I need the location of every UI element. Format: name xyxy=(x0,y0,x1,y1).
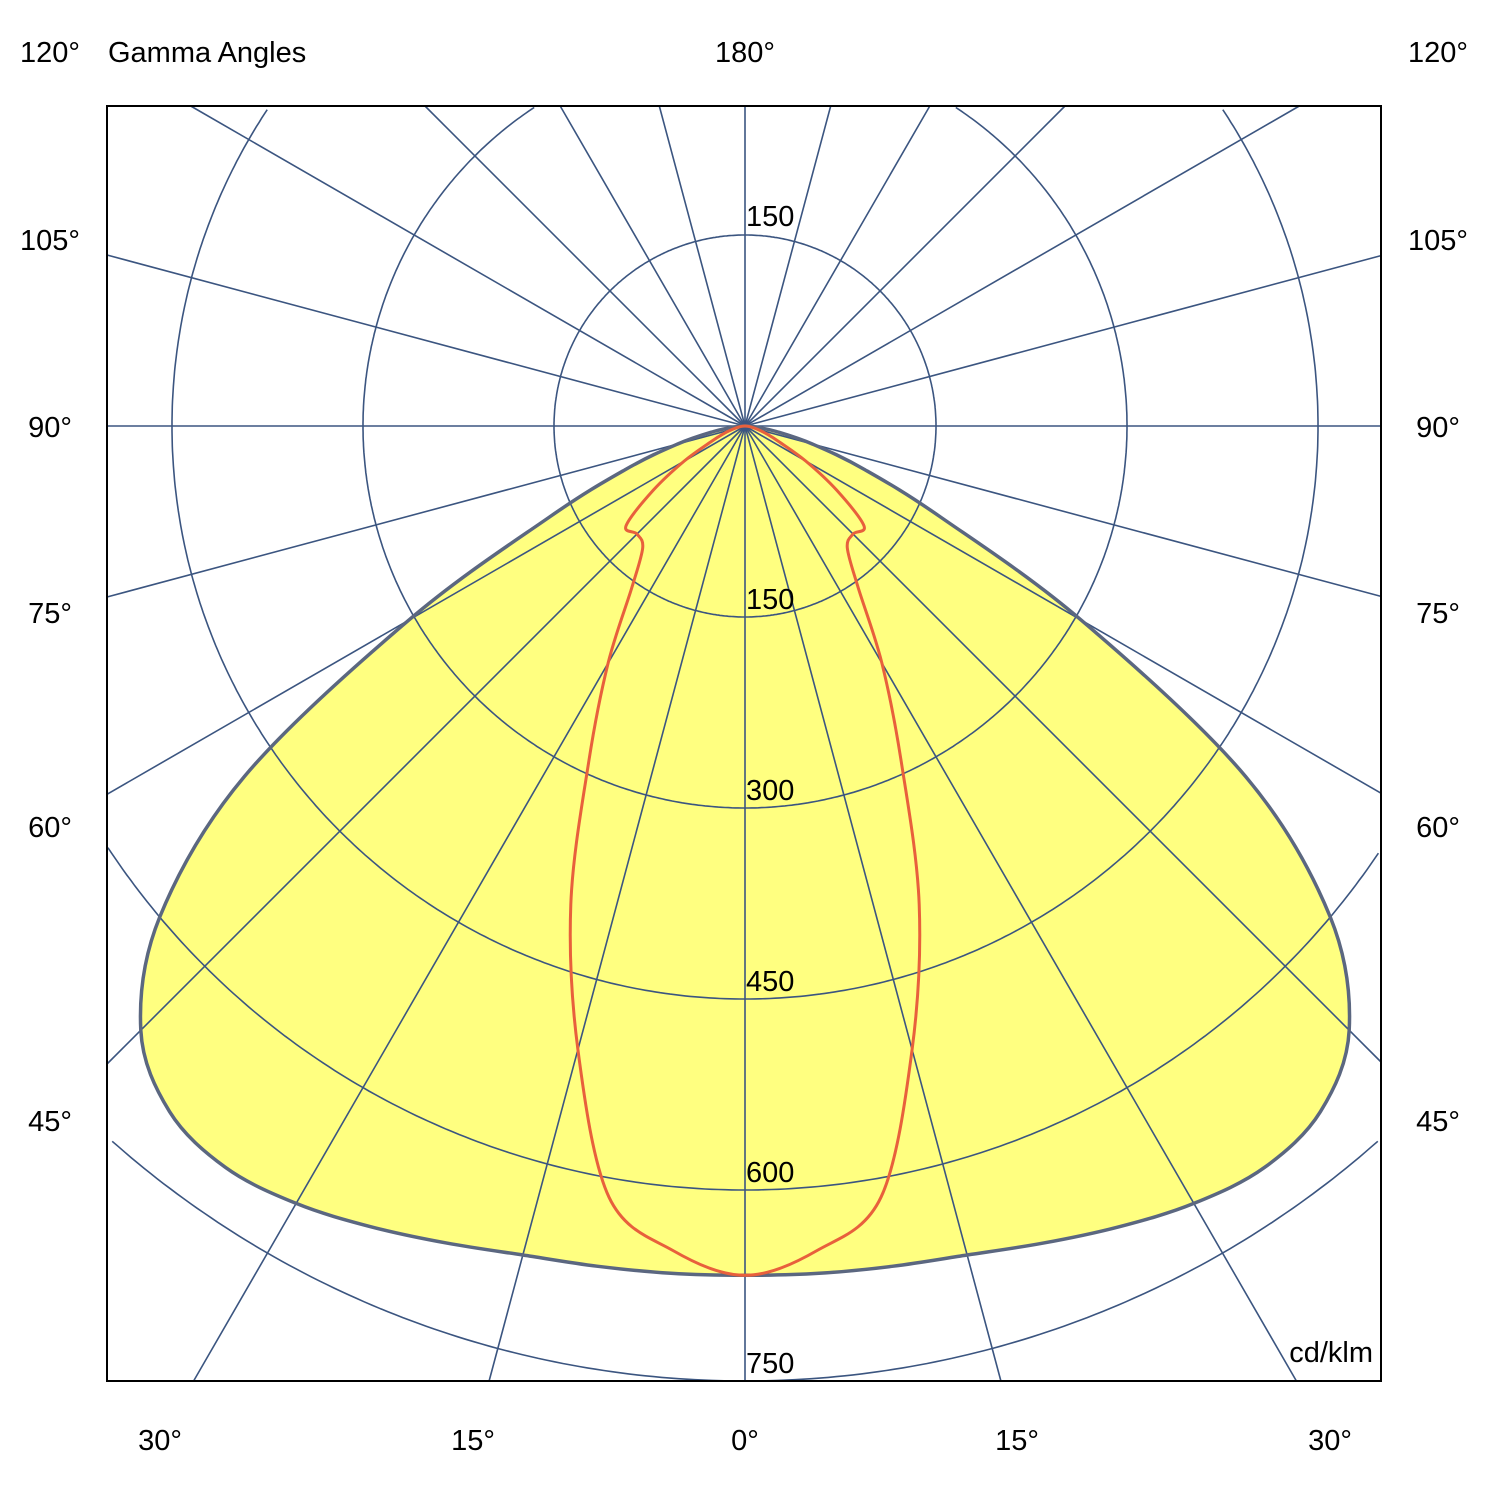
grid-radial-line xyxy=(744,425,1382,1063)
grid-radial-line xyxy=(106,425,746,1065)
grid-radial-line xyxy=(744,425,1298,1382)
bottom-angle-label: 0° xyxy=(731,1425,759,1457)
ring-label: 750 xyxy=(746,1348,794,1380)
grid-radial-line xyxy=(106,425,746,598)
grid-radial-line xyxy=(106,254,746,427)
left-angle-label: 105° xyxy=(20,225,80,257)
right-angle-label: 105° xyxy=(1408,225,1468,257)
ring-label: 150 xyxy=(746,201,794,233)
grid-radial-line xyxy=(192,425,746,1382)
left-angle-label: 45° xyxy=(28,1106,72,1138)
ring-label: 450 xyxy=(746,966,794,998)
grid-ring xyxy=(171,109,1319,1000)
right-angle-label: 60° xyxy=(1416,812,1460,844)
grid-radial-line xyxy=(190,105,746,427)
grid-radial-line xyxy=(744,105,931,427)
left-angle-label: 120° xyxy=(20,37,80,69)
unit-label: cd/klm xyxy=(1289,1337,1373,1369)
bottom-angle-label: 15° xyxy=(995,1425,1039,1457)
right-angle-label: 90° xyxy=(1416,412,1460,444)
grid-radial-line xyxy=(488,425,746,1382)
series-line-1 xyxy=(568,424,922,1277)
right-angle-label: 120° xyxy=(1408,37,1468,69)
top-angle-label: 180° xyxy=(715,37,775,69)
grid-radial-line xyxy=(744,425,1382,598)
grid-radial-line xyxy=(744,425,1382,794)
ring-label: 600 xyxy=(746,1157,794,1189)
left-angle-label: 90° xyxy=(28,412,72,444)
grid-radial-line xyxy=(744,254,1382,427)
grid-radial-line xyxy=(744,105,1300,427)
grid-radial-line xyxy=(744,105,832,427)
right-angle-label: 75° xyxy=(1416,598,1460,630)
left-angle-label: 75° xyxy=(28,598,72,630)
grid-radial-line xyxy=(424,105,746,427)
grid-radial-line xyxy=(744,425,1002,1382)
grid-radial-line xyxy=(744,105,1066,427)
bottom-angle-label: 30° xyxy=(138,1425,182,1457)
ring-label: 300 xyxy=(746,775,794,807)
grid-radial-line xyxy=(559,105,746,427)
grid-radial-line xyxy=(106,425,746,795)
grid-ring xyxy=(111,1140,1379,1382)
plot-frame xyxy=(106,105,1382,1382)
bottom-angle-label: 30° xyxy=(1308,1425,1352,1457)
chart-title: Gamma Angles xyxy=(108,37,306,69)
right-angle-label: 45° xyxy=(1416,1106,1460,1138)
grid-ring xyxy=(107,847,1380,1191)
ring-label: 150 xyxy=(746,584,794,616)
bottom-angle-label: 15° xyxy=(451,1425,495,1457)
grid-radial-line xyxy=(658,105,746,427)
left-angle-label: 60° xyxy=(28,812,72,844)
